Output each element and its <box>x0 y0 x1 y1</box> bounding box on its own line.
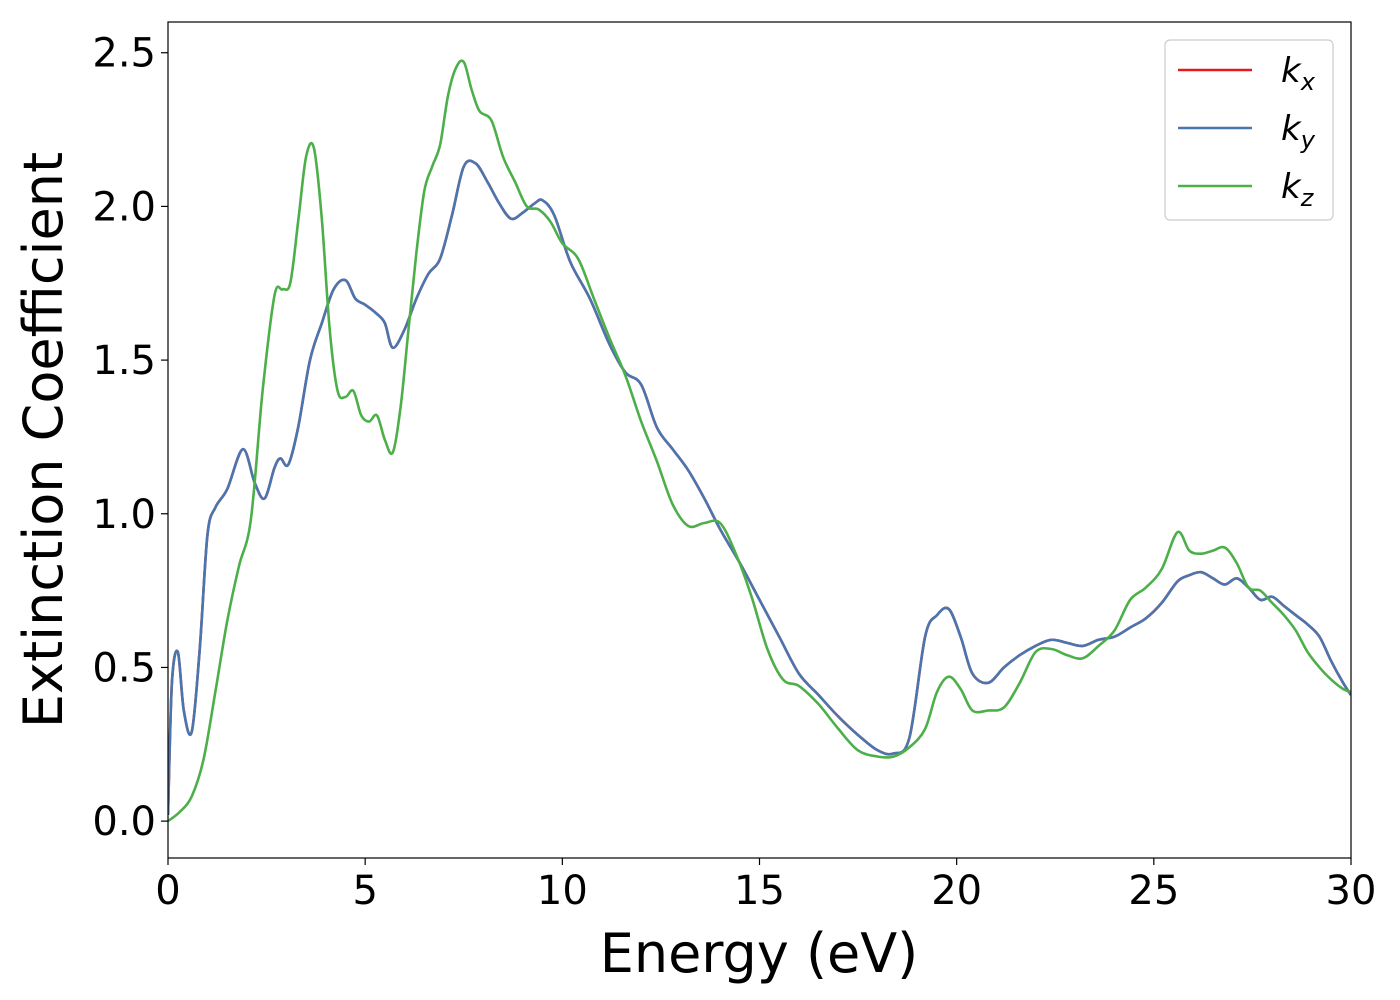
x-tick-label: 5 <box>352 868 377 914</box>
x-axis: 0 5 10 15 20 25 30 <box>155 858 1376 914</box>
y-tick-label: 0.5 <box>92 645 156 691</box>
series-line-y <box>168 159 1351 816</box>
y-tick-label: 2.0 <box>92 184 156 230</box>
legend-box <box>1164 39 1334 221</box>
legend: kx ky kz <box>1164 39 1334 221</box>
y-tick-label: 1.0 <box>92 492 156 538</box>
y-axis: 0.0 0.5 1.0 1.5 2.0 2.5 <box>92 31 168 845</box>
x-tick-label: 10 <box>537 868 588 914</box>
x-axis-title: Energy (eV) <box>600 922 919 985</box>
x-tick-label: 25 <box>1128 868 1179 914</box>
series-line-z <box>168 59 1351 823</box>
series-layer <box>168 59 1351 823</box>
legend-label-y: ky <box>1281 109 1316 154</box>
legend-label-z: kz <box>1281 167 1315 212</box>
x-tick-label: 15 <box>734 868 785 914</box>
y-tick-label: 1.5 <box>92 338 156 384</box>
x-tick-label: 30 <box>1326 868 1377 914</box>
x-tick-label: 20 <box>931 868 982 914</box>
x-tick-label: 0 <box>155 868 180 914</box>
y-tick-label: 2.5 <box>92 31 156 77</box>
y-tick-label: 0.0 <box>92 799 156 845</box>
legend-label-x: kx <box>1281 51 1316 96</box>
y-axis-title: Extinction Coefficient <box>12 152 75 728</box>
